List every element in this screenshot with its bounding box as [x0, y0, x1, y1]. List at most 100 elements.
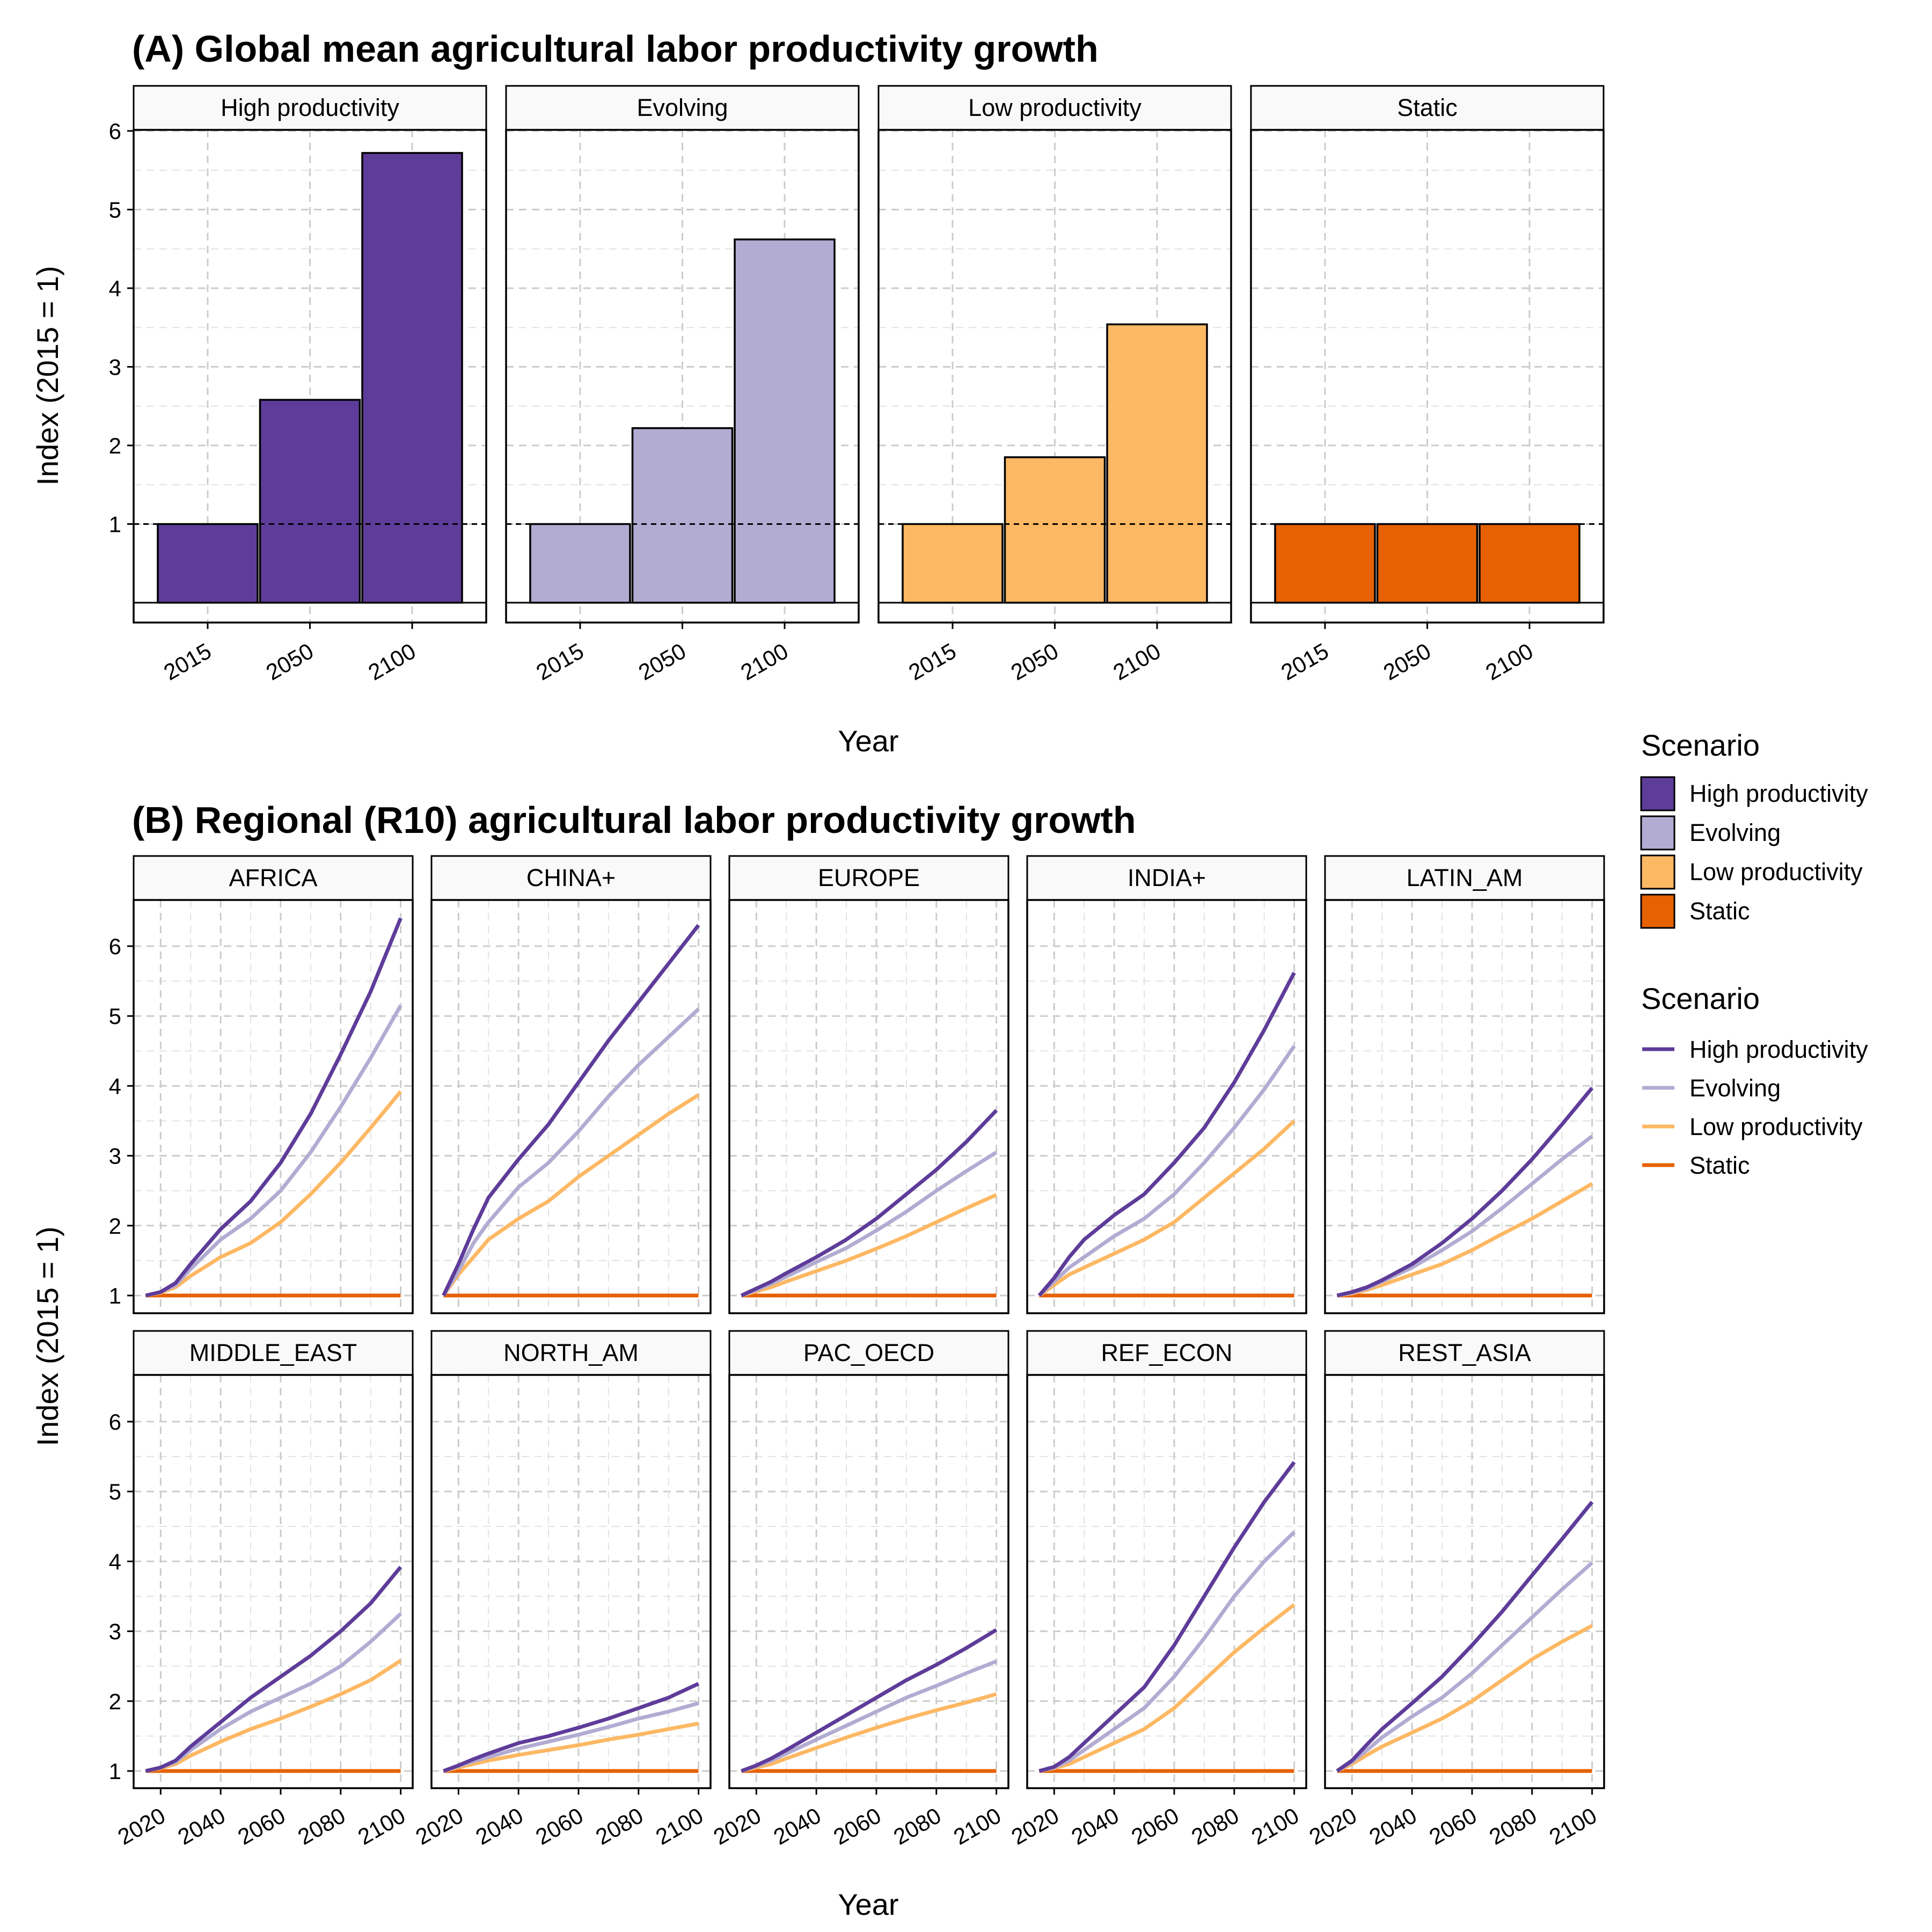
line-ref-econ-high-productivity: [1038, 1461, 1296, 1773]
x-tick-label-middle-east: 2040: [173, 1803, 229, 1849]
line-ref-econ-evolving: [1038, 1531, 1296, 1773]
line-europe-high-productivity: [740, 1109, 998, 1298]
facet-label-evolving: Evolving: [636, 94, 728, 121]
facet-strip-north-am: [430, 1330, 712, 1376]
line-china-evolving: [442, 1007, 700, 1297]
panel-b-title: (B) Regional (R10) agricultural labor pr…: [132, 799, 1136, 841]
x-tick-label-ref-econ: 2040: [1067, 1803, 1123, 1849]
x-tick-label-pac-oecd: 2060: [829, 1803, 885, 1849]
x-tick-label-north-am: 2040: [471, 1803, 527, 1849]
y-tick-label-b-row2: 3: [109, 1619, 121, 1644]
facet-frame-africa: [133, 899, 414, 1314]
x-tick-label-north-am: 2060: [531, 1803, 587, 1849]
line-rest-asia-low-productivity: [1336, 1624, 1593, 1773]
panel-a-x-axis-title: Year: [838, 724, 898, 758]
facet-strip-latin-am: [1324, 855, 1605, 901]
facet-strip-africa: [133, 855, 414, 901]
x-tick-label-high-productivity: 2015: [159, 638, 215, 685]
bar-static-2015: [1274, 523, 1376, 604]
facet-label-africa: AFRICA: [229, 864, 317, 891]
line-africa-low-productivity: [145, 1090, 402, 1298]
line-europe-low-productivity: [741, 1193, 998, 1298]
facet-label-ref-econ: REF_ECON: [1101, 1339, 1232, 1366]
line-africa-high-productivity: [145, 917, 402, 1298]
bar-evolving-2015: [529, 523, 631, 604]
facet-label-middle-east: MIDDLE_EAST: [189, 1339, 357, 1366]
facet-frame-ref-econ: [1026, 1374, 1307, 1789]
line-middle-east-high-productivity: [145, 1565, 402, 1773]
line-rest-asia-evolving: [1336, 1561, 1593, 1773]
x-tick-label-middle-east: 2020: [113, 1803, 169, 1849]
panel-a-y-axis-title: Index (2015 = 1): [31, 266, 64, 485]
x-tick-label-low-productivity: 2015: [904, 638, 960, 685]
x-tick-label-low-productivity: 2100: [1109, 638, 1165, 685]
y-tick-label-a: 3: [109, 355, 121, 380]
line-ref-econ-low-productivity: [1038, 1603, 1296, 1773]
bar-high-productivity-2100: [361, 152, 463, 604]
legend-line-label-low-productivity: Low productivity: [1689, 1113, 1863, 1140]
x-tick-label-north-am: 2100: [652, 1803, 707, 1849]
y-tick-label-b-row1: 5: [109, 1004, 121, 1029]
line-pac-oecd-high-productivity: [741, 1628, 998, 1773]
legend-fill-title: Scenario: [1641, 728, 1760, 762]
bar-static-2100: [1479, 523, 1580, 604]
legend-fill-swatch-evolving: [1640, 815, 1675, 851]
y-tick-label-b-row2: 5: [109, 1479, 121, 1504]
x-tick-label-north-am: 2020: [411, 1803, 467, 1849]
facet-frame-north-am: [430, 1374, 712, 1789]
line-latin-am-low-productivity: [1336, 1182, 1593, 1298]
x-tick-label-evolving: 2015: [532, 638, 588, 685]
facet-strip-middle-east: [133, 1330, 414, 1376]
facet-strip-high-productivity: [133, 85, 487, 131]
line-africa-evolving: [145, 1004, 402, 1298]
line-india-low-productivity: [1038, 1119, 1296, 1297]
panel-b-line-chart: AFRICA CHINA+ EUROPE INDIA+ LATIN_AM MIDDLE_E…: [109, 855, 1605, 1850]
facet-strip-evolving: [505, 85, 860, 131]
legend-line-label-evolving: Evolving: [1689, 1074, 1781, 1102]
y-tick-label-a: 2: [109, 433, 121, 458]
bar-low-productivity-2100: [1106, 323, 1208, 604]
x-tick-label-rest-asia: 2100: [1545, 1803, 1601, 1849]
facet-strip-low-productivity: [877, 85, 1232, 131]
y-tick-label-b-row1: 6: [109, 934, 121, 959]
bar-low-productivity-2015: [902, 523, 1004, 604]
x-tick-label-middle-east: 2060: [233, 1803, 289, 1849]
x-tick-label-high-productivity: 2050: [262, 638, 318, 685]
line-china-high-productivity: [442, 924, 700, 1297]
facet-label-high-productivity: High productivity: [221, 94, 399, 121]
legend-fill-label-high-productivity: High productivity: [1689, 780, 1868, 807]
x-tick-label-static: 2050: [1379, 638, 1435, 685]
y-tick-label-b-row2: 4: [109, 1549, 121, 1574]
facet-label-india: INDIA+: [1128, 864, 1206, 891]
x-tick-label-north-am: 2080: [591, 1803, 647, 1849]
facet-label-low-productivity: Low productivity: [968, 94, 1141, 121]
y-tick-label-a: 5: [109, 197, 121, 223]
bar-high-productivity-2015: [157, 523, 259, 604]
x-tick-label-pac-oecd: 2080: [889, 1803, 945, 1849]
facet-label-europe: EUROPE: [818, 864, 920, 891]
legend-line-label-static: Static: [1689, 1152, 1750, 1179]
y-tick-label-b-row1: 2: [109, 1213, 121, 1239]
facet-frame-pac-oecd: [728, 1374, 1009, 1789]
y-tick-label-b-row2: 6: [109, 1409, 121, 1435]
facet-frame-middle-east: [133, 1374, 414, 1789]
legend-fill-label-static: Static: [1689, 897, 1750, 925]
line-china-low-productivity: [442, 1093, 700, 1297]
facet-label-rest-asia: REST_ASIA: [1398, 1339, 1531, 1366]
x-tick-label-low-productivity: 2050: [1007, 638, 1063, 685]
facet-frame-rest-asia: [1324, 1374, 1605, 1789]
x-tick-label-high-productivity: 2100: [364, 638, 420, 685]
y-tick-label-b-row2: 1: [109, 1759, 121, 1784]
panel-b-y-axis-title: Index (2015 = 1): [31, 1226, 64, 1446]
x-tick-label-middle-east: 2100: [354, 1803, 409, 1849]
facet-frame-india: [1026, 899, 1307, 1314]
bar-static-2050: [1376, 523, 1479, 604]
facet-frame-china: [430, 899, 712, 1314]
line-north-am-evolving: [443, 1701, 699, 1773]
x-tick-label-ref-econ: 2020: [1007, 1803, 1063, 1849]
bar-evolving-2050: [631, 427, 734, 604]
facet-label-static: Static: [1397, 94, 1458, 121]
bar-high-productivity-2050: [259, 399, 361, 604]
facet-label-north-am: NORTH_AM: [503, 1339, 639, 1366]
